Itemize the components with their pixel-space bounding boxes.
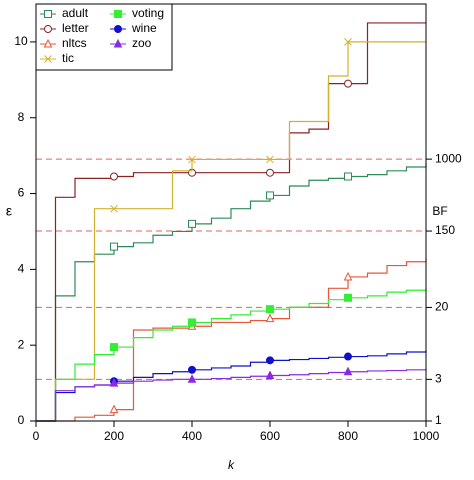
x-axis-label: k [228,458,235,472]
marker [44,55,52,63]
y2-tick-label: 1000 [435,151,462,165]
marker [114,10,122,18]
marker [266,356,274,365]
legend-label: wine [131,21,157,35]
marker [110,242,118,251]
marker [187,374,197,383]
marker [188,219,196,228]
series-line [36,163,427,422]
legend-box [35,3,173,71]
x-tick-label: 1000 [413,429,440,443]
marker [109,377,119,387]
marker [113,38,123,48]
marker [343,271,353,281]
series-line [36,257,427,422]
x-tick-label: 0 [33,429,40,443]
marker [344,172,352,181]
marker [266,305,274,314]
marker [266,191,274,200]
series-line [36,22,426,422]
plot-frame [35,3,427,422]
legend-label: letter [62,21,89,35]
marker [265,370,275,380]
y2-tick-label: 3 [435,372,442,386]
marker [114,25,122,33]
x-tick-label: 600 [260,429,280,443]
y-tick-label: 0 [18,413,25,427]
marker [344,293,352,302]
marker [43,38,53,48]
y2-axis-label: BF [432,204,447,218]
y2-tick-label: 150 [435,223,455,237]
y-tick-label: 6 [18,186,25,200]
x-tick-label: 400 [182,429,202,443]
y2-tick-label: 20 [435,300,449,314]
marker [188,365,196,374]
marker [44,10,52,18]
series-line [36,369,427,422]
y-tick-label: 4 [18,262,25,276]
marker [343,366,353,376]
marker [266,155,274,164]
legend-label: voting [132,6,164,20]
series-line [36,41,426,422]
marker [188,318,196,327]
y-tick-label: 8 [18,110,25,124]
marker [344,352,352,361]
marker [109,404,119,414]
marker [188,155,196,164]
marker [344,38,352,46]
marker [265,313,275,323]
marker [110,204,118,213]
marker [110,343,118,352]
marker [110,172,118,181]
y-axis-label: ε [6,203,12,219]
x-tick-label: 800 [338,429,358,443]
marker [44,25,52,33]
y-tick-label: 2 [18,337,25,351]
y-tick-label: 10 [14,34,28,48]
x-tick-label: 200 [104,429,124,443]
y2-tick-label: 1 [435,413,442,427]
legend-label: tic [62,51,74,65]
legend-label: nltcs [62,36,87,50]
marker [266,168,274,177]
legend-label: zoo [132,36,152,50]
legend-label: adult [62,6,89,20]
series-line [36,288,427,422]
marker [344,79,352,88]
